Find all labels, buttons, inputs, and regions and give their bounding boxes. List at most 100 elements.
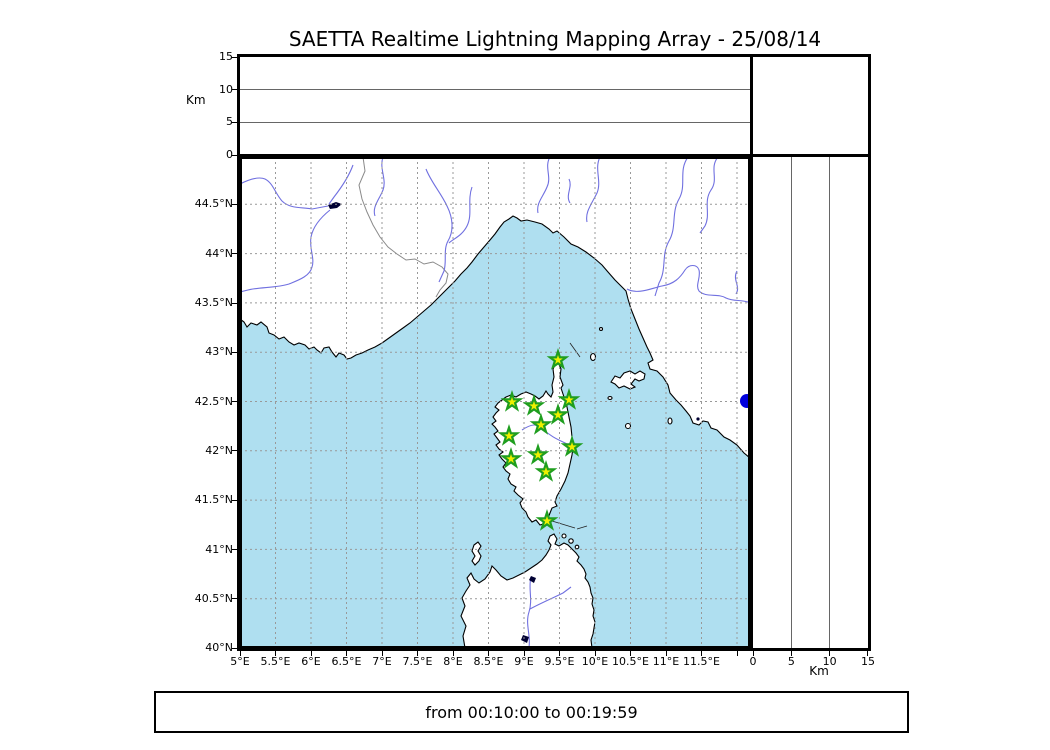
- altitude-tick-label: 0: [226, 148, 233, 161]
- montecristo-island: [624, 422, 632, 430]
- longitude-tick-label: 8.5°E: [473, 655, 504, 668]
- river-coghinas: [527, 576, 532, 648]
- latitude-tick-label: 40.5°N: [194, 591, 233, 605]
- longitude-tick-label: 8°E: [443, 655, 463, 668]
- altitude-tick: [232, 154, 238, 156]
- sea-mark: [569, 342, 581, 358]
- river-durance-upper: [240, 177, 329, 210]
- map-canvas: [240, 157, 750, 648]
- longitude-tick: [381, 651, 383, 656]
- altitude-axis-label-bottom: Km: [809, 664, 829, 678]
- latitude-tick-label: 40°N: [205, 641, 233, 655]
- longitude-tick: [523, 651, 525, 656]
- asinara-island: [471, 541, 482, 566]
- latitude-tick: [232, 401, 238, 403]
- latitude-tick: [232, 598, 238, 600]
- longitude-tick-label: 7°E: [372, 655, 392, 668]
- latitude-tick-label: 43°N: [205, 345, 233, 359]
- longitude-tick-label: 10°E: [581, 655, 609, 668]
- altitude-longitude-panel: [237, 54, 753, 158]
- altitude-latitude-panel: [750, 154, 871, 651]
- altitude-tick: [790, 651, 792, 656]
- latitude-tick: [232, 253, 238, 255]
- maddalena-island: [561, 533, 567, 539]
- sea-mark: [576, 525, 588, 530]
- elba-island: [610, 370, 646, 390]
- map-gridlines: [240, 157, 750, 648]
- altitude-tick: [829, 651, 831, 656]
- sea-marks: [551, 342, 588, 530]
- longitude-tick: [559, 651, 560, 656]
- altitude-axis-label-top: Km: [186, 93, 206, 107]
- altitude-gridline-10km: [240, 88, 750, 90]
- altitude-tick-label: 5: [787, 655, 795, 668]
- data-point-marker: [740, 394, 750, 408]
- longitude-tick-label: 6°E: [301, 655, 321, 668]
- altitude-histogram-panel: [750, 54, 871, 158]
- latitude-tick-label: 42°N: [205, 443, 233, 457]
- latitude-tick: [232, 203, 238, 205]
- altitude-tick: [232, 89, 238, 91]
- river-var: [425, 168, 453, 283]
- longitude-tick: [417, 651, 418, 656]
- latitude-tick-label: 43.5°N: [194, 296, 233, 309]
- giglio-island: [667, 417, 673, 425]
- latitude-tick-label: 41.5°N: [194, 493, 233, 507]
- river-durance-lower: [240, 209, 331, 293]
- lake: [521, 635, 529, 643]
- altitude-gridline-10km-v: [829, 157, 831, 648]
- pianosa-island: [607, 395, 613, 401]
- river: [537, 157, 551, 214]
- latitude-tick: [232, 302, 238, 304]
- longitude-tick: [310, 651, 312, 656]
- altitude-tick-label: 0: [749, 655, 757, 668]
- longitude-tick: [452, 651, 454, 656]
- longitude-tick: [239, 651, 241, 656]
- country-border-line: [358, 157, 449, 298]
- altitude-tick-label: 5: [226, 115, 233, 129]
- altitude-tick-label: 15: [219, 50, 233, 63]
- lake-coghinas: [529, 576, 536, 583]
- rivers: [240, 157, 750, 648]
- longitude-tick-label: 9.5°E: [544, 655, 575, 668]
- river: [529, 586, 572, 610]
- sardinia-coastline: [460, 533, 596, 648]
- river: [448, 186, 473, 244]
- latitude-tick-label: 44.5°N: [194, 197, 233, 211]
- longitude-tick-label: 7.5°E: [402, 655, 433, 668]
- longitude-tick-label: 5°E: [230, 655, 250, 668]
- longitude-tick-label: 10.5°E: [612, 655, 649, 668]
- map-panel: [237, 154, 753, 651]
- altitude-tick: [232, 56, 238, 58]
- latitude-tick: [232, 549, 238, 550]
- river: [586, 157, 601, 223]
- river: [654, 157, 689, 297]
- river: [567, 178, 571, 204]
- altitude-tick: [867, 651, 869, 656]
- longitude-tick: [665, 651, 667, 656]
- longitude-tick-label: 9°E: [514, 655, 534, 668]
- river-ubaye: [328, 164, 354, 205]
- longitude-tick: [346, 651, 347, 656]
- time-range-text: from 00:10:00 to 00:19:59: [425, 702, 638, 722]
- latitude-tick-label: 41°N: [205, 542, 233, 556]
- river: [699, 157, 719, 234]
- longitude-tick: [594, 651, 596, 656]
- altitude-tick-label: 15: [860, 655, 875, 668]
- lake-serre-poncon: [328, 202, 342, 209]
- sea-mark: [551, 520, 576, 529]
- latitude-tick-label: 42.5°N: [194, 394, 233, 408]
- river-arno: [626, 264, 750, 304]
- maddalena-island: [568, 538, 574, 544]
- longitude-tick: [630, 651, 631, 656]
- latitude-tick: [232, 450, 238, 452]
- latitude-tick: [232, 351, 238, 353]
- altitude-tick-label: 10: [219, 82, 233, 96]
- lakes: [328, 202, 700, 643]
- longitude-tick: [488, 651, 489, 656]
- latitude-tick: [232, 499, 238, 501]
- altitude-gridline-5km-v: [791, 157, 793, 648]
- gorgona-island: [598, 326, 604, 332]
- orbetello-lagoon: [696, 417, 700, 421]
